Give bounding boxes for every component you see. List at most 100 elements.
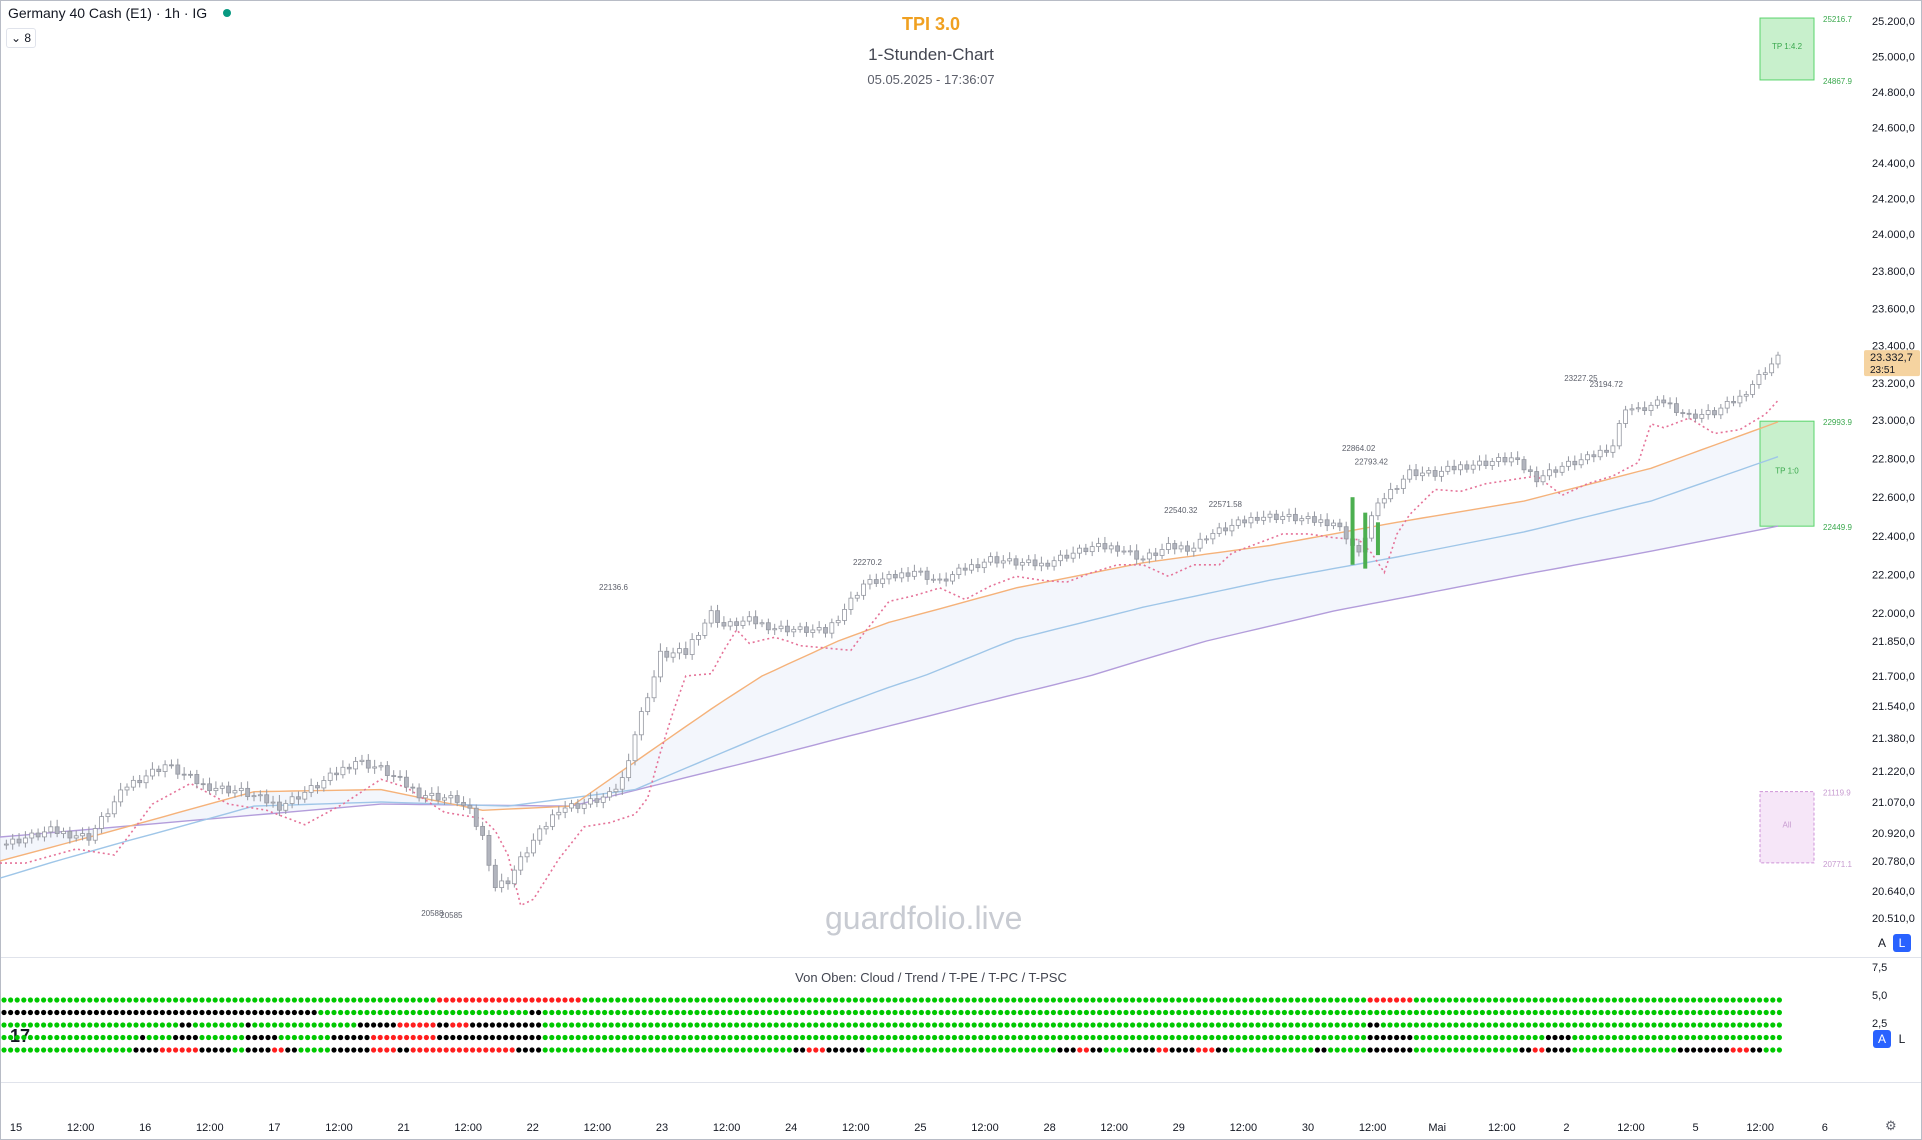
price-annotation-6: 23227.25 [1564,374,1598,383]
pane-separator-osc[interactable] [1,1082,1921,1083]
oscillator-dot [1737,1034,1743,1041]
oscillator-dot [1466,1047,1472,1053]
oscillator-dot [773,1022,779,1028]
x-tick-label-25: 12:00 [1617,1122,1645,1134]
oscillator-dot [1295,1034,1301,1041]
oscillator-dot [1301,1022,1307,1028]
oscillator-dot [258,997,264,1003]
oscillator-dot [1110,1022,1116,1028]
osc-log-scale-button[interactable]: L [1898,1032,1906,1046]
oscillator-dot [1572,1022,1578,1028]
oscillator-dot [839,1022,845,1028]
x-tick-label-27: 12:00 [1746,1122,1774,1134]
oscillator-dot [496,1009,502,1016]
oscillator-dot [1526,1009,1532,1016]
oscillator-dot [1354,1047,1360,1053]
oscillator-dot [390,1047,396,1053]
oscillator-dot [852,1009,859,1016]
oscillator-dot [1163,1047,1169,1053]
oscillator-dot [1512,1047,1518,1053]
oscillator-dot [1149,997,1155,1003]
oscillator-dot [740,997,746,1003]
oscillator-dot [1605,997,1611,1003]
candle [505,880,511,885]
oscillator-dot [522,1034,529,1041]
oscillator-dot [1770,1009,1776,1016]
auto-scale-button[interactable]: A [1877,936,1886,950]
oscillator-dot [1611,1034,1617,1041]
oscillator-dot [516,1034,522,1041]
oscillator-dot [1,1034,7,1041]
oscillator-dot [872,1009,878,1016]
oscillator-dot [1394,1009,1400,1016]
oscillator-dot [984,997,991,1003]
oscillator-dot [1361,1022,1367,1028]
oscillator-dot [338,1009,344,1016]
oscillator-dot [588,1009,595,1016]
oscillator-dot [1631,1034,1637,1041]
candle [1318,519,1324,523]
oscillator-dot [892,1009,898,1016]
oscillator-dot [1704,997,1710,1003]
oscillator-dot [1308,1022,1314,1028]
candle [765,622,771,631]
oscillator-dot [113,1034,119,1041]
pane-separator-main[interactable] [1,957,1921,958]
oscillator-dot [1651,1034,1657,1041]
oscillator-dot [852,1047,859,1053]
oscillator-dot [1347,1009,1353,1016]
oscillator-dot [423,1047,429,1053]
settings-gear-icon[interactable]: ⚙ [1885,1118,1897,1133]
oscillator-dot [542,1034,548,1041]
oscillator-dot [173,997,179,1003]
candle [1420,472,1425,477]
oscillator-dot [1275,1034,1281,1041]
osc-auto-scale-button[interactable]: A [1873,1030,1891,1048]
oscillator-dot [1552,997,1558,1003]
oscillator-dot [661,1034,667,1041]
symbol-title[interactable]: Germany 40 Cash (E1) · 1h · IG [8,5,208,21]
oscillator-dot [965,1009,971,1016]
oscillator-dot [1407,997,1413,1003]
y-tick-label-6: 24.000,0 [1872,229,1915,241]
y-tick-label-1: 25.000,0 [1872,52,1915,64]
oscillator-dot [701,1022,707,1028]
oscillator-dot [555,1022,562,1028]
oscillator-dot [879,1022,885,1028]
oscillator-dot [707,1009,713,1016]
oscillator-dot [1149,1022,1155,1028]
oscillator-dot [786,1034,793,1041]
oscillator-row-cloud [1,997,1782,1003]
oscillator-dot [529,1022,535,1028]
candle [73,835,79,839]
oscillator-dot [100,1047,106,1053]
oscillator-dot [318,1022,324,1028]
candle [518,856,524,871]
oscillator-dot [199,1034,205,1041]
oscillator-dot [1532,1047,1538,1053]
oscillator-dot [1651,997,1657,1003]
y-tick-label-15: 22.200,0 [1872,569,1915,581]
oscillator-dot [179,997,185,1003]
oscillator-dot [206,1022,212,1028]
oscillator-dot [760,1047,766,1053]
oscillator-dot [1545,997,1551,1003]
oscillator-dot [100,1009,106,1016]
oscillator-dot [1433,1047,1439,1053]
oscillator-dot [760,1009,766,1016]
oscillator-dot [1321,1034,1327,1041]
oscillator-dot [1737,1022,1743,1028]
indicator-collapse-button[interactable]: ⌄ 8 [6,28,36,48]
log-scale-button[interactable]: L [1893,934,1911,952]
oscillator-dot [232,1022,238,1028]
oscillator-dot [701,1009,707,1016]
osc-tick-label-0: 7,5 [1872,962,1887,974]
tradingview-logo-icon[interactable]: 17 [10,1026,31,1046]
oscillator-dot [852,1034,859,1041]
oscillator-dot [1763,1034,1769,1041]
oscillator-dot [107,1047,113,1053]
oscillator-dot [463,1047,469,1053]
candle [124,786,130,791]
oscillator-dot [938,1009,944,1016]
